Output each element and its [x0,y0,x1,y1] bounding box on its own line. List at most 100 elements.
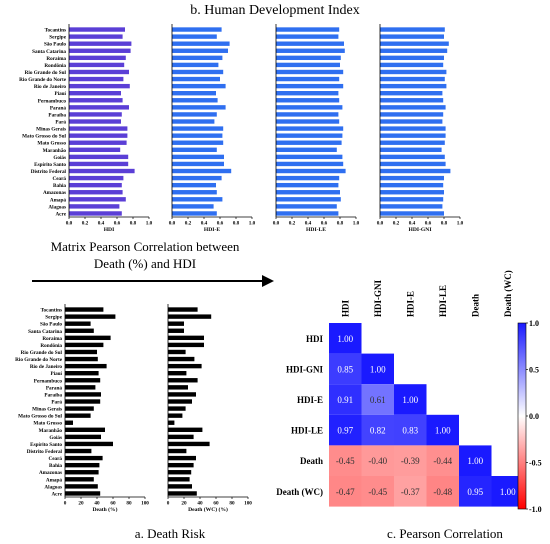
heatmap-cell-value: -0.40 [368,456,387,466]
heatmap-cell [361,414,394,446]
heatmap-cell [394,384,427,415]
bar-hdi-le [276,76,340,82]
bar-hdi-e [172,168,232,174]
bar-hdi-le [276,168,346,174]
bar-hdi [69,27,125,32]
heatmap-row-label: HDI [306,334,324,344]
category-label: Rio de Janeiro [30,364,63,370]
bar-death [65,420,73,425]
heatmap-cell [394,414,427,446]
bar-death [65,427,105,432]
bar-hdi [69,48,131,53]
category-label: Amapá [50,197,67,203]
category-label: Maranhão [43,148,67,154]
bar-hdi [69,197,126,202]
category-label: São Paulo [44,42,66,48]
bar-hdi-le [276,91,339,96]
bar-hdi-e [172,83,226,89]
bar-hdi-e [172,62,219,68]
bar-hdi-le [276,27,340,32]
bar-death [65,406,94,411]
category-label: Sergipe [49,35,66,41]
category-label: Rio Grande do Sul [21,350,63,356]
category-label: Roraima [42,336,62,342]
bar-hdi-le [276,62,340,68]
x-tick-label: 1.0 [249,221,256,227]
x-tick-label: 0.6 [425,221,432,227]
x-tick-label: 0.0 [273,221,280,227]
bar-death [65,371,99,376]
bar-hdi-gni [380,168,451,174]
category-label: Bahia [49,463,62,469]
heatmap-cell-value: 1.00 [467,456,483,466]
heatmap-cell-value: 0.83 [402,426,418,436]
category-label: Ceará [52,176,66,182]
bar-death-wc [168,321,184,326]
bar-death-wc [168,477,190,482]
category-label: Goiás [53,155,66,161]
x-tick-label: 0.2 [393,221,400,227]
heatmap-row-label: HDI-LE [291,426,323,436]
bar-death [65,441,113,447]
bar-hdi-gni [380,204,443,209]
bar-hdi-gni [380,211,444,216]
category-label: Tocantins [41,308,62,314]
x-tick-label: 0.8 [130,221,137,227]
bar-hdi-gni [380,182,444,188]
heatmap-row-label: Death (WC) [276,487,323,497]
category-label: Piauí [50,371,62,377]
bar-death-wc [168,399,192,404]
category-label: Espírito Santo [34,162,66,168]
category-label: Pernambuco [38,98,67,104]
x-axis-label: Death (%) [92,506,117,513]
heatmap-cell-value: 1.00 [370,364,386,374]
bar-hdi [69,154,129,160]
colorbar-tick-label: -0.5 [529,459,542,468]
bar-death [65,385,96,390]
bar-death [65,342,104,348]
bar-hdi-le [276,161,344,167]
heatmap-cell-value: -0.44 [433,456,452,466]
x-tick-label: 60 [110,501,116,507]
category-label: Mato Grosso [33,421,62,427]
heatmap-cell-value: 1.00 [402,395,418,405]
bar-hdi [69,105,129,110]
bar-hdi-e [172,204,214,209]
category-label: Tocantins [45,28,66,34]
category-label: Rio Grande do Norte [15,357,63,363]
heatmap-column-label: Death [470,294,480,317]
bar-death [65,462,100,468]
x-tick-label: 1.0 [353,221,360,227]
bar-death-wc [168,371,187,376]
category-label: São Paulo [40,322,62,328]
heatmap-column-label: HDI-E [405,291,415,317]
bar-hdi [69,140,127,145]
bar-death-wc [168,356,195,362]
category-label: Amazonas [39,470,62,476]
bar-death-wc [168,434,194,440]
bar-hdi-gni [380,98,444,103]
heatmap-cell [426,445,459,476]
bar-hdi-e [172,182,216,188]
heatmap-row-label: HDI-GNI [286,364,323,374]
bar-hdi-gni [380,119,443,124]
bar-hdi-e [172,41,230,46]
bar-hdi-gni [380,126,446,131]
bar-hdi-e [172,98,218,103]
x-tick-label: 0 [64,501,67,507]
bar-death [65,349,97,355]
heatmap-cell-value: 0.85 [337,364,353,374]
heatmap-cell-value: 0.91 [337,395,353,405]
heatmap-cell-value: -0.47 [336,487,355,497]
bar-hdi-e [172,175,222,181]
category-label: Santa Catarina [28,329,62,335]
bar-hdi [69,69,129,75]
bar-hdi-le [276,197,341,202]
category-label: Pernambuco [34,378,63,384]
x-tick-label: 40 [94,501,100,507]
bar-death [65,335,111,341]
category-label: Paraná [50,105,67,111]
bar-hdi [69,119,121,124]
heatmap-column-label: HDI-LE [438,285,448,317]
